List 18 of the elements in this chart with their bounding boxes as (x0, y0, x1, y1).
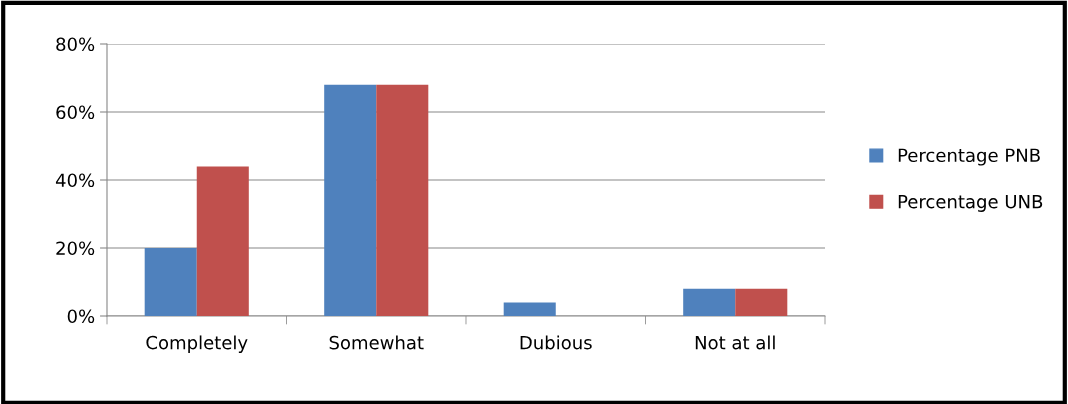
bar (376, 84, 429, 316)
y-tick-label: 60% (56, 105, 95, 120)
bar (324, 84, 377, 316)
bar (144, 248, 197, 316)
bar (683, 288, 736, 316)
x-tick-label: Somewhat (329, 335, 424, 350)
bar (503, 302, 556, 316)
legend-label: Percentage PNB (898, 148, 1040, 166)
y-tick-label: 80% (56, 37, 95, 52)
x-tick-label: Not at all (695, 335, 775, 350)
y-tick-label: 20% (56, 241, 95, 256)
x-tick-label: Dubious (520, 335, 592, 350)
legend-label: Percentage UNB (898, 195, 1043, 212)
bar (196, 166, 249, 316)
x-tick-label: Completely (146, 335, 248, 353)
y-tick-label: 40% (55, 173, 95, 188)
y-tick-label: 0% (67, 309, 95, 324)
bar (735, 288, 788, 316)
